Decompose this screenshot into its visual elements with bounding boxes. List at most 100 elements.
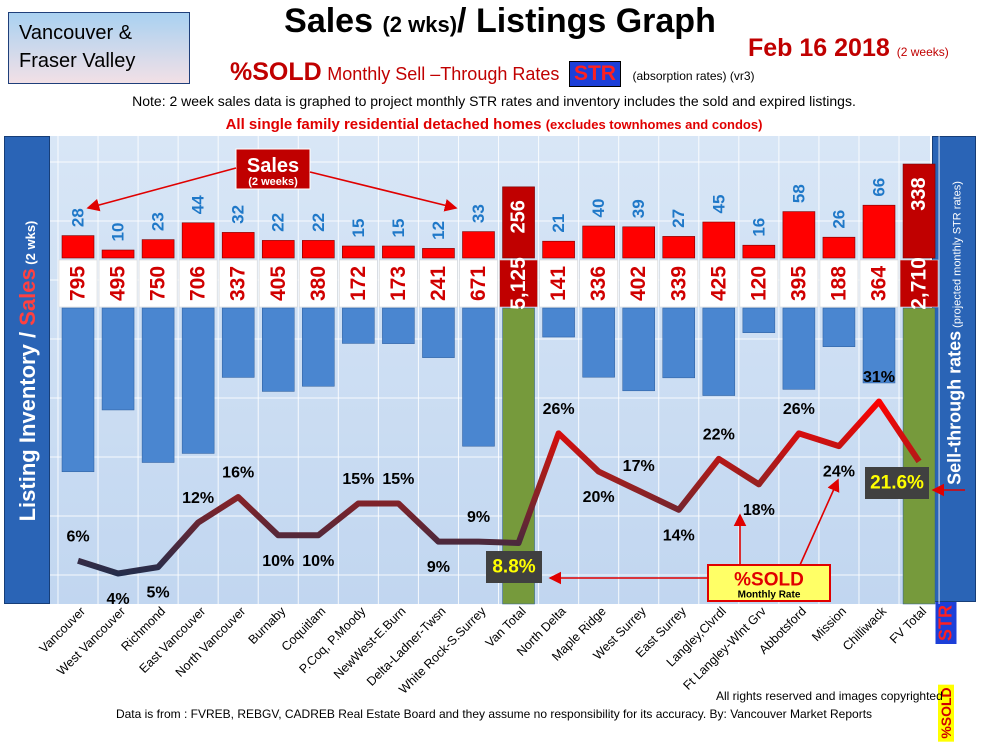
sales-bar (742, 244, 776, 259)
sales-label: 22 (269, 213, 288, 232)
pct-label: 6% (66, 528, 89, 545)
inventory-label: 795 (67, 266, 90, 301)
inventory-bar (822, 307, 856, 347)
inventory-bar (342, 307, 375, 344)
subtitle: %SOLD Monthly Sell –Through Rates STR (a… (230, 58, 755, 87)
copyright-note: All rights reserved and images copyright… (716, 689, 943, 703)
subtitle-str-badge: STR (568, 61, 621, 87)
inventory-label-box (499, 259, 538, 308)
sales-bar (502, 186, 535, 259)
sales-bar (622, 226, 656, 259)
inventory-label: 405 (267, 266, 290, 301)
chart-scope: All single family residential detached h… (0, 116, 988, 133)
inventory-bar (902, 307, 936, 605)
pct-label: 9% (427, 559, 450, 576)
sales-label: 15 (349, 219, 368, 238)
inventory-label: 364 (868, 266, 891, 301)
inventory-bar (221, 307, 255, 378)
inventory-bar (662, 307, 695, 379)
inventory-label-box (739, 259, 779, 308)
str-line (77, 398, 922, 577)
chart-svg: 795 28 495 10 750 23 706 44 337 32 405 22 380 22 172 15… (36, 148, 965, 697)
inventory-bar (101, 307, 135, 411)
x-tick-label: NewWest-E.Burn (331, 604, 409, 682)
inventory-label: 337 (227, 266, 250, 301)
sales-callout-sub: (2 weeks) (248, 176, 298, 188)
title-part-a: Sales (284, 2, 383, 40)
inventory-label-box (138, 259, 178, 308)
sales-label: 26 (829, 210, 848, 229)
inventory-label: 188 (827, 266, 850, 301)
pct-label: 17% (623, 458, 655, 475)
inventory-label-box (859, 259, 899, 308)
inventory-bar (181, 307, 215, 454)
sales-label: 44 (189, 195, 208, 214)
inventory-label: 395 (787, 266, 810, 301)
x-tick-label: Chilliwack (840, 604, 890, 654)
sales-bar (301, 240, 335, 259)
pct-label: 12% (182, 490, 214, 507)
inventory-label: 120 (747, 266, 770, 301)
inventory-bar (782, 307, 816, 390)
inventory-bar (862, 307, 896, 384)
scope-main: All single family residential detached h… (225, 116, 542, 133)
inventory-label: 336 (587, 266, 610, 301)
inventory-label-box (98, 259, 138, 308)
inventory-label-box (819, 259, 859, 308)
subtitle-words: Monthly Sell –Through Rates (327, 64, 560, 84)
pct-label: 10% (262, 553, 294, 570)
sales-label: 27 (669, 209, 688, 228)
sales-label: 22 (309, 213, 328, 232)
pct-label: 20% (583, 489, 615, 506)
inventory-bar (622, 307, 655, 392)
subtitle-absorption: (absorption rates) (vr3) (632, 69, 755, 83)
inventory-bar (382, 307, 415, 344)
pct-label: 22% (703, 426, 735, 443)
inventory-label-box (899, 259, 939, 308)
source-note: Data is from : FVREB, REBGV, CADREB Real… (115, 707, 873, 721)
sales-bar (141, 239, 175, 259)
sales-bar (382, 245, 415, 259)
sold-callout-arrow (799, 478, 840, 566)
sales-callout-arrow (86, 167, 237, 212)
pct-label: 31% (863, 369, 895, 386)
inventory-label: 5,125 (507, 257, 530, 310)
sold-callout-sub: Monthly Rate (738, 590, 801, 601)
report-date: Feb 16 2018 (2 weeks) (748, 34, 949, 63)
sales-bar (902, 163, 936, 259)
inventory-label-box (579, 259, 618, 308)
sales-bar (181, 222, 215, 259)
str-line-path (77, 398, 922, 577)
sold-callout-title: %SOLD (734, 570, 804, 591)
inventory-bar (582, 307, 615, 378)
region-box: Vancouver & Fraser Valley (8, 12, 190, 84)
chart-note: Note: 2 week sales data is graphed to pr… (132, 93, 856, 109)
sales-bar (342, 245, 375, 259)
pct-label: 5% (147, 585, 170, 602)
sales-bar (822, 236, 856, 259)
inventory-bar (422, 307, 455, 358)
sales-label: 45 (709, 195, 728, 214)
pct-label: 4% (106, 591, 129, 608)
x-tick-label: Mission (809, 604, 849, 644)
inventory-label: 172 (347, 266, 370, 301)
left-axis-panel: Listing Inventory / Sales (2 wks) (4, 136, 50, 604)
sales-label: 66 (870, 178, 889, 197)
sales-label: 10 (109, 223, 128, 242)
sales-bar (422, 248, 455, 259)
inventory-label: 141 (547, 266, 570, 301)
inventory-bar (262, 307, 295, 392)
sales-label: 58 (789, 184, 808, 203)
sales-callout-title: Sales (247, 155, 299, 177)
sales-callout-box (235, 148, 311, 190)
inventory-label-box (298, 259, 338, 308)
pct-label: 9% (467, 509, 490, 526)
x-tick-label: West Vancouver (54, 604, 128, 678)
sales-label: 23 (149, 212, 168, 231)
inventory-label: 495 (107, 266, 130, 301)
inventory-label: 2,710 (908, 257, 931, 310)
inventory-label: 173 (387, 266, 410, 301)
sales-bar (582, 225, 615, 259)
sales-bar (462, 231, 495, 259)
